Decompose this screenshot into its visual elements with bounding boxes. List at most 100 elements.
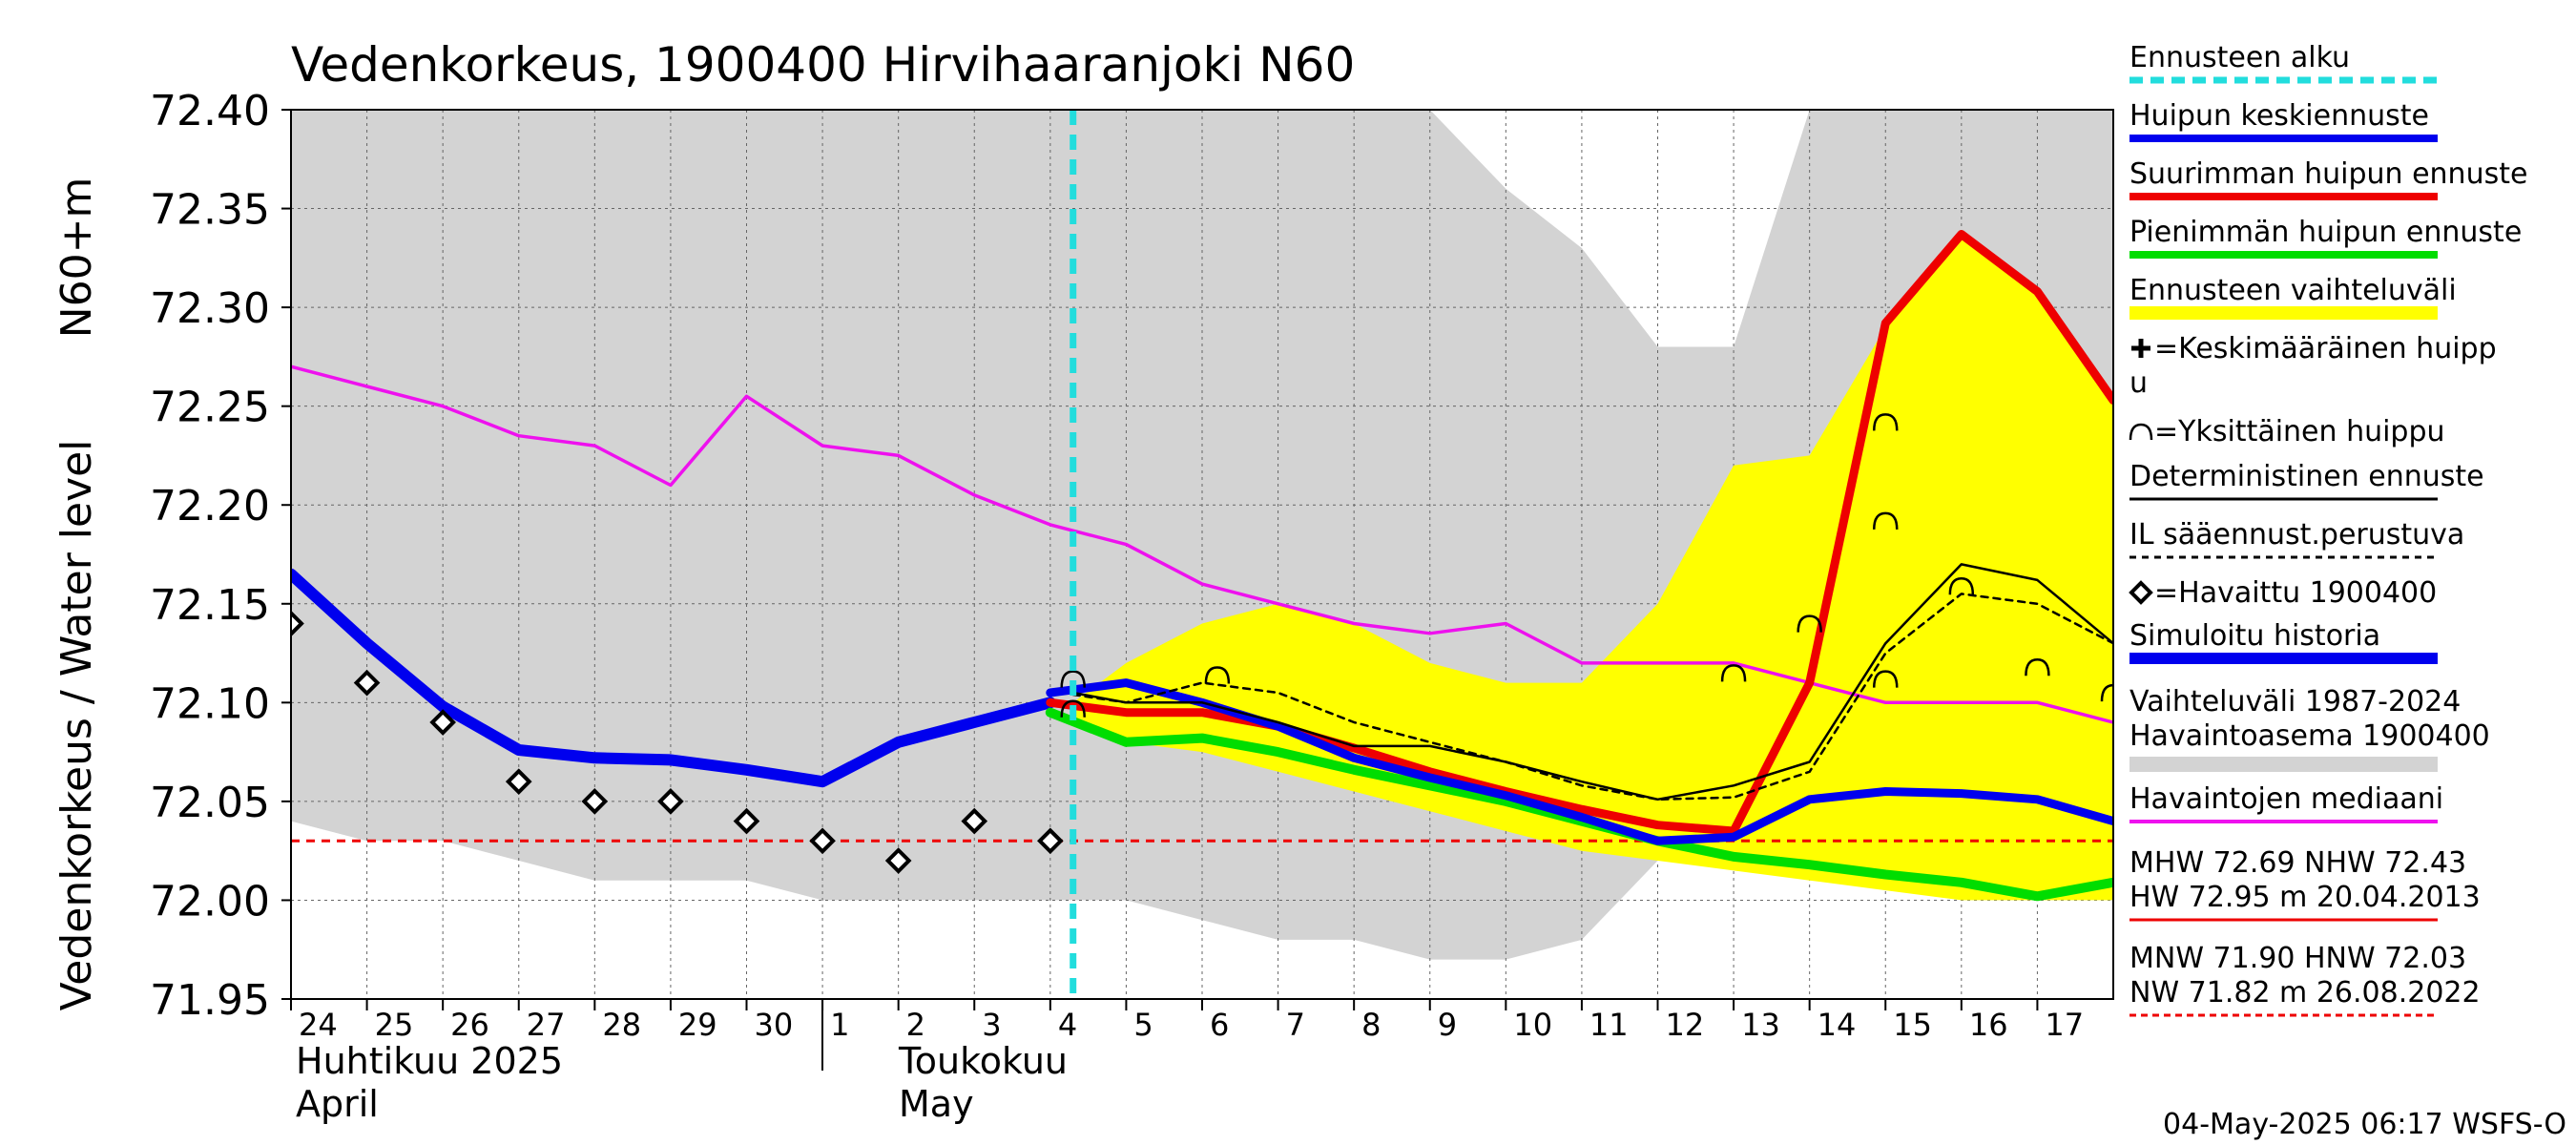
legend-swatch-history_band xyxy=(2129,757,2438,772)
single-peak-marker xyxy=(2025,657,2050,677)
series-layer xyxy=(291,230,2113,902)
legend-label-history_band: Vaihteluväli 1987-2024 xyxy=(2129,685,2461,718)
single-peak-marker xyxy=(1797,614,1822,633)
x-tick-label: 10 xyxy=(1513,1007,1552,1043)
x-tick-label: 4 xyxy=(1058,1007,1077,1043)
x-tick-label: 25 xyxy=(375,1007,414,1043)
month-label-april-fi: Huhtikuu 2025 xyxy=(296,1040,563,1082)
x-tick-label: 8 xyxy=(1361,1007,1381,1043)
legend-label-mean_peak: Huipun keskiennuste xyxy=(2129,99,2429,133)
x-tick-label: 13 xyxy=(1741,1007,1780,1043)
observed-point xyxy=(429,709,456,736)
legend-label-range: Ennusteen vaihteluväli xyxy=(2129,274,2457,307)
observed-point xyxy=(353,669,381,697)
series-simulated xyxy=(291,568,1056,788)
y-tick-label: 72.00 xyxy=(150,877,270,926)
observed-point xyxy=(961,807,988,835)
plot-area xyxy=(291,110,2113,999)
legend-swatch-observed xyxy=(2129,580,2153,605)
single-peak-marker xyxy=(1204,666,1231,684)
x-tick-label: 29 xyxy=(678,1007,717,1043)
x-tick-label: 30 xyxy=(755,1007,794,1043)
series-max_peak xyxy=(1046,230,2113,836)
x-tick-label: 12 xyxy=(1666,1007,1705,1043)
series-deterministic xyxy=(1071,563,2113,802)
single-peak-marker xyxy=(1060,699,1086,718)
legend-label-median: Havaintojen mediaani xyxy=(2129,782,2443,816)
x-tick-label: 5 xyxy=(1133,1007,1153,1043)
series-mean_peak xyxy=(1046,678,2113,845)
legend-label-il_forecast: IL sääennust.perustuva xyxy=(2129,518,2464,552)
series-il_forecast xyxy=(1071,593,2113,802)
y-tick-label: 72.10 xyxy=(150,679,270,728)
x-axis-ticks: 24 25 26 27 28 29 30 1 2 3 4 5 6 7 8 9 10 11 12 13 14 15 16 17 xyxy=(290,999,2084,1043)
forecast-range-band xyxy=(1072,238,2113,901)
y-axis-label: Vedenkorkeus / Water level xyxy=(52,440,101,1011)
x-tick-label: 14 xyxy=(1818,1007,1857,1043)
chart-title: Vedenkorkeus, 1900400 Hirvihaaranjoki N6… xyxy=(291,37,1355,93)
y-tick-label: 72.35 xyxy=(150,186,270,235)
timestamp: 04-May-2025 06:17 WSFS-O xyxy=(2163,1108,2566,1141)
legend-swatch-single_peak xyxy=(2129,423,2153,441)
y-tick-label: 72.20 xyxy=(150,482,270,531)
month-label-april-en: April xyxy=(296,1083,379,1125)
y-axis-unit-label: N60+m xyxy=(52,177,101,339)
legend-label-single_peak: =Yksittäinen huippu xyxy=(2154,415,2445,448)
legend-label-avg_peak: =Keskimääräinen huipp xyxy=(2154,332,2497,365)
y-tick-label: 72.40 xyxy=(150,87,270,135)
single-peak-marker xyxy=(1948,577,1975,595)
legend-label-avg_peak-2: u xyxy=(2129,366,2148,400)
x-tick-label: 17 xyxy=(2045,1007,2084,1043)
month-label-may-fi: Toukokuu xyxy=(898,1040,1068,1082)
observed-point xyxy=(505,768,532,796)
legend-label-deterministic: Deterministinen ennuste xyxy=(2129,460,2484,493)
single-peak-marker xyxy=(1060,670,1086,688)
y-tick-label: 71.95 xyxy=(150,976,270,1025)
single-peak-marker xyxy=(1873,413,1899,431)
observed-point xyxy=(809,827,836,855)
single-peak-marker xyxy=(1873,670,1899,688)
x-tick-label: 27 xyxy=(527,1007,566,1043)
legend-label-max_peak: Suurimman huipun ennuste xyxy=(2129,157,2527,191)
observed-point xyxy=(884,847,912,874)
observed-point xyxy=(581,788,609,815)
legend-swatch-avg_peak xyxy=(2131,339,2150,358)
legend-label-mnw-2: NW 71.82 m 26.08.2022 xyxy=(2129,976,2481,1010)
y-tick-label: 72.25 xyxy=(150,384,270,432)
single-peak-marker xyxy=(2100,683,2113,702)
x-tick-label: 1 xyxy=(830,1007,849,1043)
legend-label-simulated: Simuloitu historia xyxy=(2129,619,2380,653)
observed-point xyxy=(733,807,760,835)
observed-point xyxy=(1037,827,1064,855)
single-peak-marker xyxy=(1873,511,1899,530)
y-tick-label: 72.15 xyxy=(150,581,270,630)
legend-label-observed: =Havaittu 1900400 xyxy=(2154,576,2437,610)
observed-point xyxy=(291,610,304,637)
legend: Ennusteen alku Huipun keskiennuste Suurimm… xyxy=(2129,41,2527,1017)
legend-label-mhw: MHW 72.69 NHW 72.43 xyxy=(2129,846,2466,880)
single-peak-markers xyxy=(1060,413,2113,718)
x-tick-label: 3 xyxy=(982,1007,1001,1043)
x-tick-label: 24 xyxy=(299,1007,338,1043)
x-tick-label: 7 xyxy=(1286,1007,1305,1043)
x-tick-label: 6 xyxy=(1210,1007,1229,1043)
legend-label-mnw: MNW 71.90 HNW 72.03 xyxy=(2129,942,2466,975)
legend-label-mhw-2: HW 72.95 m 20.04.2013 xyxy=(2129,881,2481,914)
observed-markers xyxy=(291,610,1064,874)
month-label-may-en: May xyxy=(899,1083,974,1125)
single-peak-marker xyxy=(1720,664,1747,682)
legend-label-history_band-2: Havaintoasema 1900400 xyxy=(2129,719,2490,753)
observed-point xyxy=(657,788,684,815)
x-tick-label: 28 xyxy=(602,1007,641,1043)
x-tick-label: 15 xyxy=(1893,1007,1932,1043)
legend-label-forecast_start: Ennusteen alku xyxy=(2129,41,2350,74)
x-tick-label: 2 xyxy=(906,1007,925,1043)
legend-label-min_peak: Pienimmän huipun ennuste xyxy=(2129,216,2522,249)
x-tick-label: 11 xyxy=(1589,1007,1629,1043)
y-tick-label: 72.05 xyxy=(150,779,270,827)
x-tick-label: 26 xyxy=(450,1007,489,1043)
x-tick-label: 16 xyxy=(1969,1007,2008,1043)
y-tick-label: 72.30 xyxy=(150,284,270,333)
x-tick-label: 9 xyxy=(1438,1007,1457,1043)
